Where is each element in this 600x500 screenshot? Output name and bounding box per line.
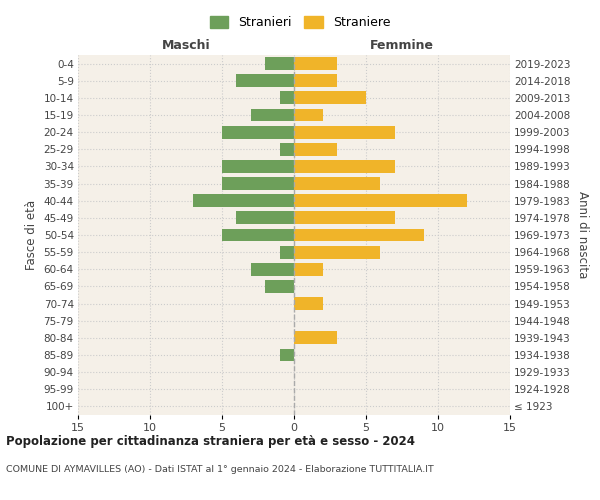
Bar — [294, 332, 337, 344]
Text: Popolazione per cittadinanza straniera per età e sesso - 2024: Popolazione per cittadinanza straniera p… — [6, 435, 415, 448]
Legend: Stranieri, Straniere: Stranieri, Straniere — [205, 11, 395, 34]
Bar — [251, 108, 294, 122]
Bar — [294, 212, 395, 224]
Bar — [294, 108, 323, 122]
Bar — [294, 228, 424, 241]
Bar — [280, 246, 294, 258]
Bar — [265, 280, 294, 293]
Bar — [280, 92, 294, 104]
Bar — [294, 246, 380, 258]
Bar — [280, 348, 294, 362]
Bar — [251, 263, 294, 276]
Bar — [222, 177, 294, 190]
Bar — [294, 92, 366, 104]
Bar — [265, 57, 294, 70]
Bar — [222, 126, 294, 138]
Bar — [294, 177, 380, 190]
Bar — [294, 194, 467, 207]
Text: Maschi: Maschi — [161, 40, 211, 52]
Bar — [294, 263, 323, 276]
Bar — [294, 160, 395, 173]
Bar — [222, 228, 294, 241]
Bar — [236, 74, 294, 87]
Y-axis label: Fasce di età: Fasce di età — [25, 200, 38, 270]
Y-axis label: Anni di nascita: Anni di nascita — [577, 192, 589, 278]
Bar — [280, 143, 294, 156]
Bar — [193, 194, 294, 207]
Bar — [294, 57, 337, 70]
Bar — [222, 160, 294, 173]
Bar — [294, 297, 323, 310]
Text: Femmine: Femmine — [370, 40, 434, 52]
Bar — [236, 212, 294, 224]
Bar — [294, 74, 337, 87]
Bar — [294, 143, 337, 156]
Bar — [294, 126, 395, 138]
Text: COMUNE DI AYMAVILLES (AO) - Dati ISTAT al 1° gennaio 2024 - Elaborazione TUTTITA: COMUNE DI AYMAVILLES (AO) - Dati ISTAT a… — [6, 465, 434, 474]
